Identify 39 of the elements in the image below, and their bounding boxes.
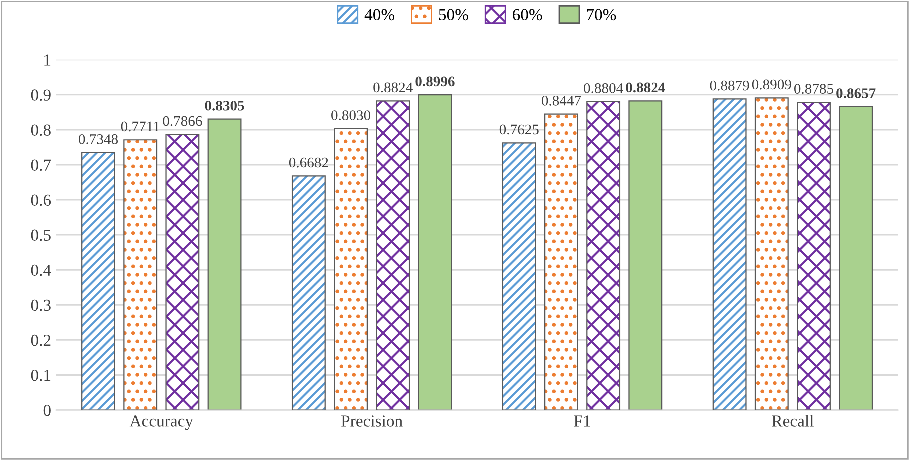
bar (628, 100, 663, 410)
data-label: 0.8824 (626, 82, 666, 93)
legend-label: 70% (587, 9, 616, 21)
data-label: 0.8305 (205, 100, 244, 111)
data-label: 0.7866 (163, 116, 202, 126)
bar (418, 94, 452, 410)
bar (208, 118, 242, 410)
y-tick-label: 0.4 (31, 264, 52, 276)
data-label: 0.6682 (289, 158, 328, 168)
legend-label: 60% (513, 9, 542, 21)
data-label: 0.8785 (794, 84, 834, 94)
legend-label: 40% (364, 9, 395, 21)
y-tick-label: 0.7 (31, 160, 52, 172)
y-tick-label: 0.1 (31, 370, 51, 382)
data-label: 0.8824 (374, 82, 413, 93)
y-tick-label: 0.3 (31, 300, 51, 312)
data-label: 0.7711 (121, 122, 160, 132)
data-label: 0.8657 (836, 88, 876, 99)
y-tick-label: 0 (44, 404, 51, 416)
y-tick-label: 0.8 (31, 124, 51, 136)
y-tick-label: 0.5 (31, 230, 51, 242)
data-label: 0.8447 (542, 96, 582, 106)
data-label: 0.8804 (584, 83, 624, 94)
data-label: 0.8879 (710, 80, 750, 91)
data-label: 0.7348 (79, 134, 118, 144)
y-tick-label: 0.2 (31, 334, 51, 346)
x-tick-label: Precision (342, 416, 403, 427)
data-label: 0.8909 (752, 80, 792, 90)
y-tick-label: 0.9 (31, 90, 51, 101)
x-tick-label: Recall (772, 415, 814, 427)
legend-label: 50% (439, 9, 468, 21)
data-label: 0.7625 (500, 124, 539, 135)
x-tick-label: F1 (574, 416, 590, 427)
y-tick-label: 1 (44, 54, 51, 66)
data-label: 0.8996 (416, 76, 455, 87)
bar (839, 106, 874, 410)
data-label: 0.8030 (332, 110, 371, 120)
x-tick-label: Accuracy (130, 416, 194, 430)
y-tick-label: 0.6 (31, 194, 52, 206)
